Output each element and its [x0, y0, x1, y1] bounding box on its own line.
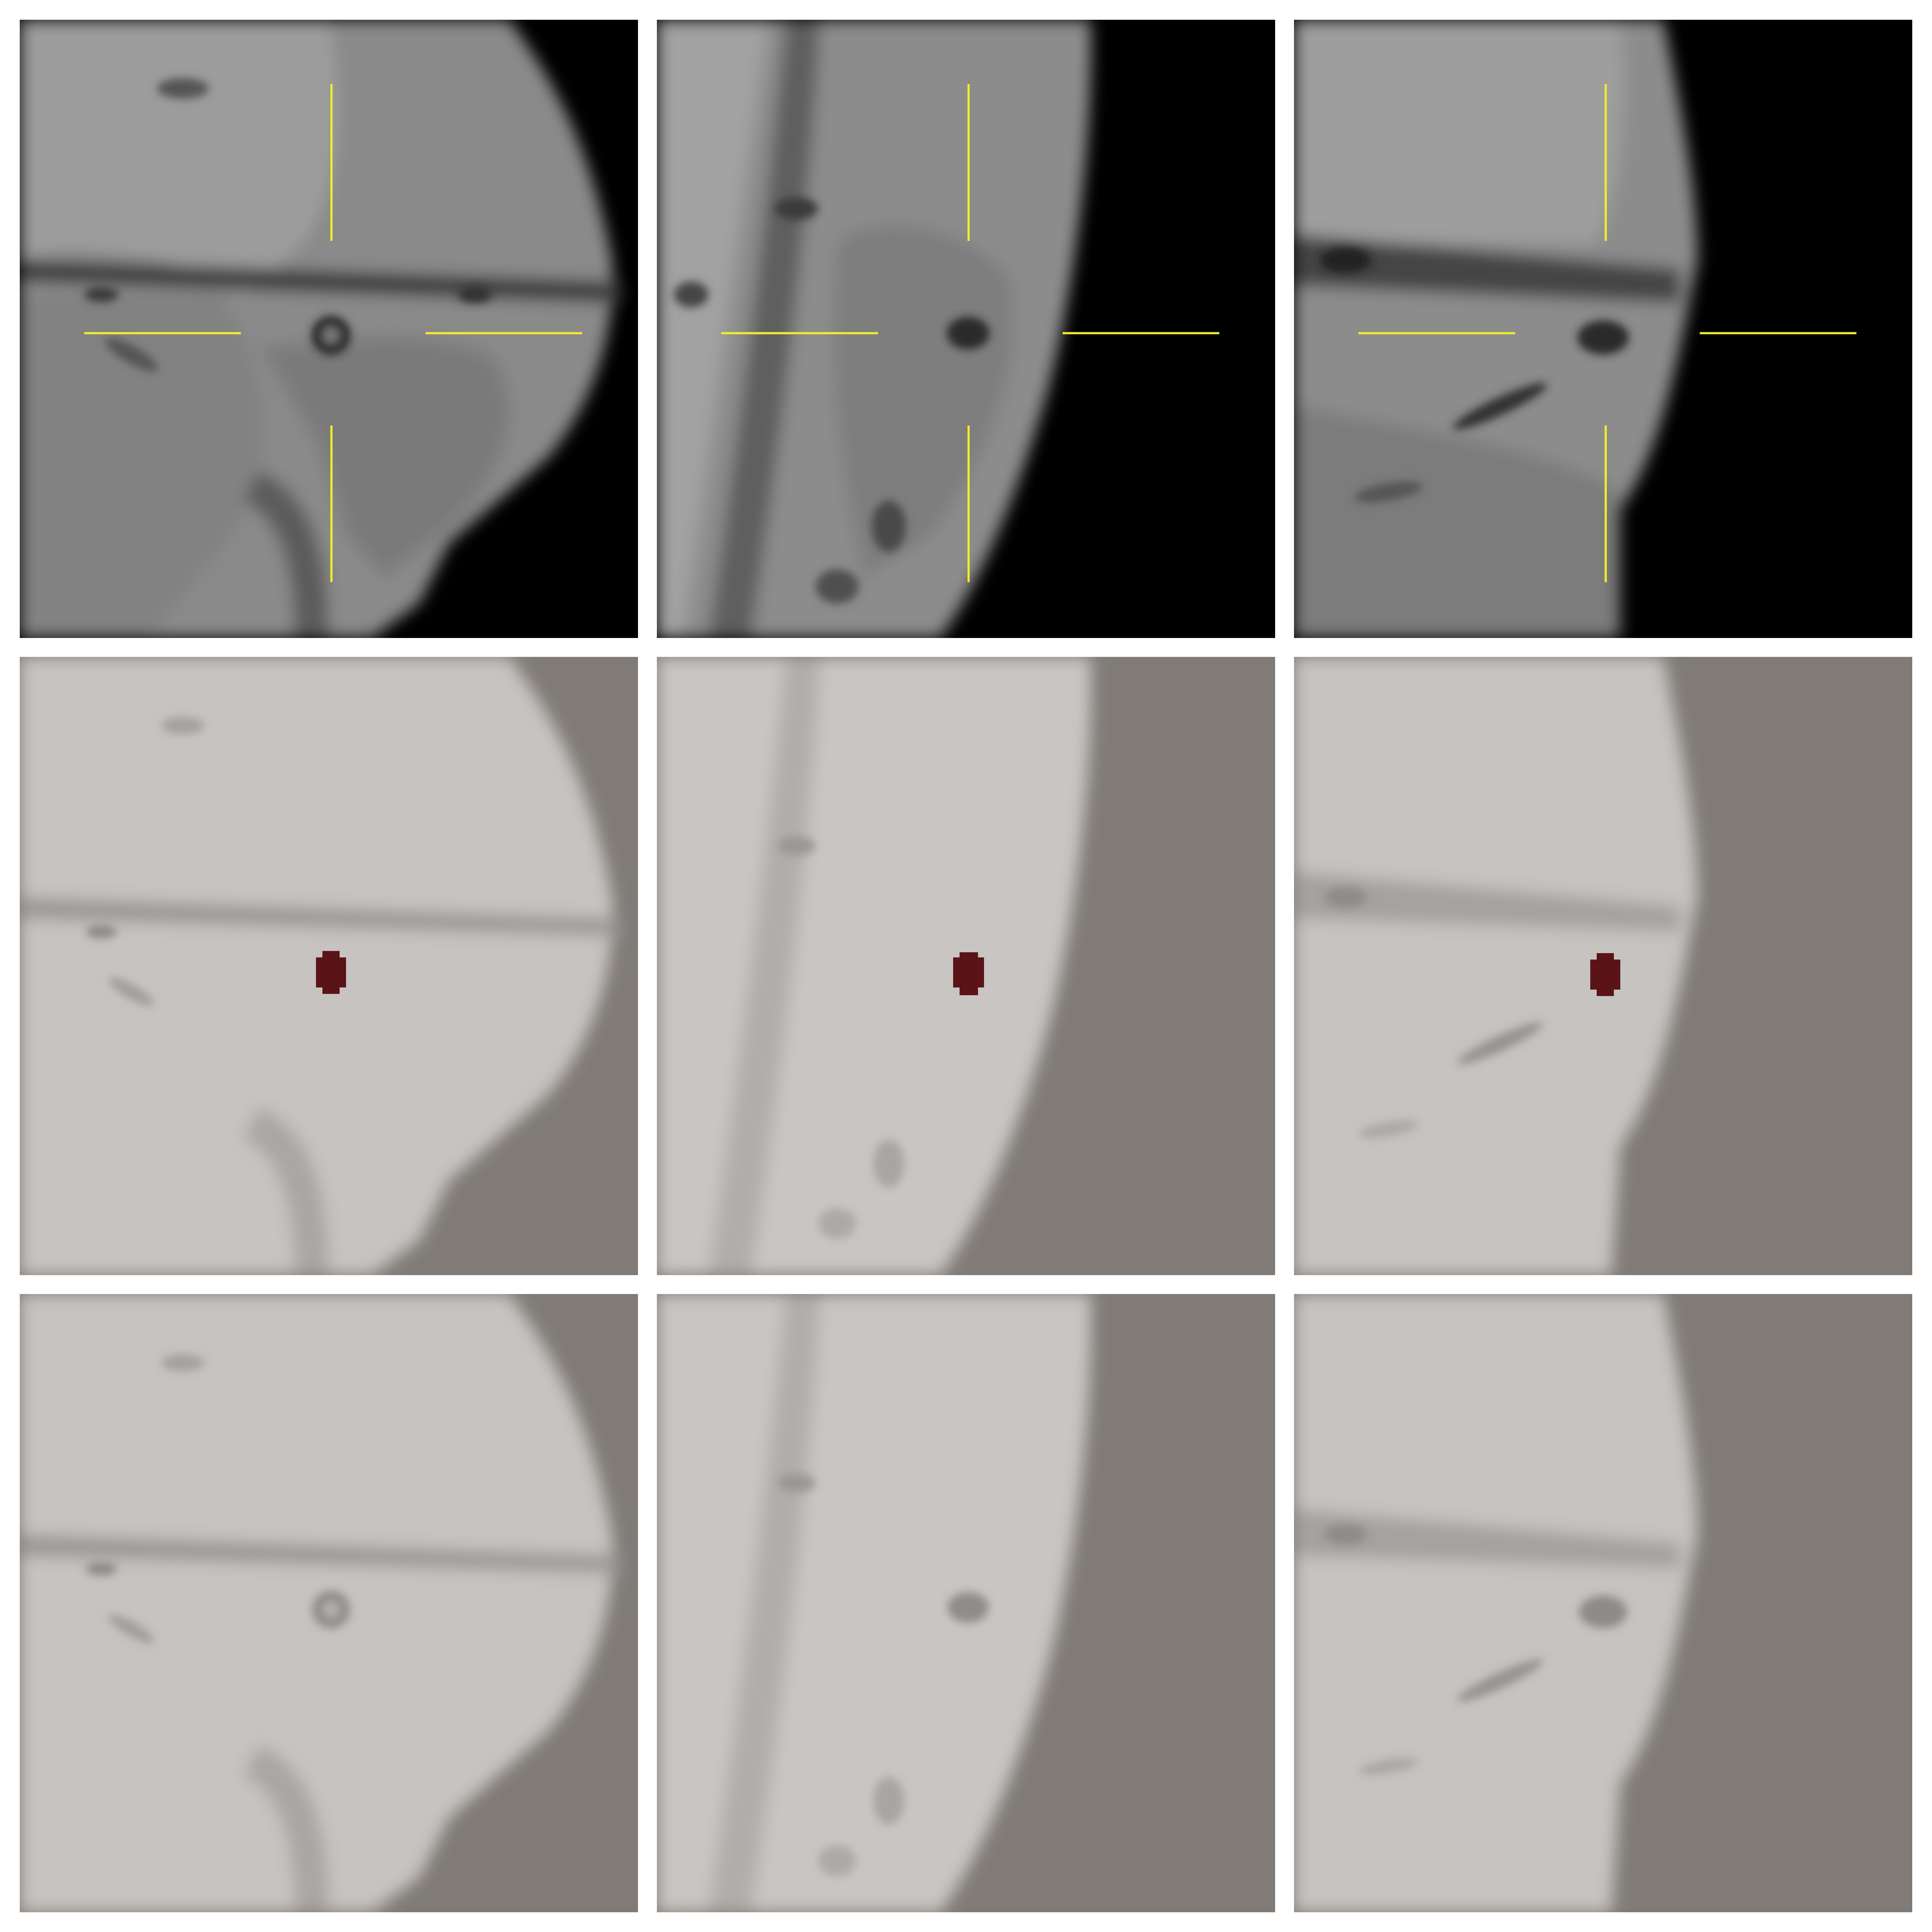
raw-axial-image	[20, 20, 638, 638]
lesion-mask	[316, 951, 346, 994]
overlay-axial-panel	[20, 657, 638, 1275]
overlay-coronal-image	[657, 657, 1275, 1275]
overlay-sagittal-panel	[1294, 657, 1912, 1275]
raw-sagittal-panel	[1294, 20, 1912, 638]
lesion-mask	[953, 952, 984, 995]
raw-axial-panel	[20, 20, 638, 638]
overlay-coronal-panel	[657, 657, 1275, 1275]
reference-coronal-image	[657, 1294, 1275, 1912]
crosshair	[721, 84, 1219, 582]
crosshair	[84, 84, 582, 582]
reference-sagittal-image	[1294, 1294, 1912, 1912]
reference-axial-image	[20, 1294, 638, 1912]
overlay-sagittal-image	[1294, 657, 1912, 1275]
reference-coronal-panel	[657, 1294, 1275, 1912]
lesion-mask	[1590, 953, 1620, 996]
raw-coronal-image	[657, 20, 1275, 638]
reference-axial-panel	[20, 1294, 638, 1912]
overlay-axial-image	[20, 657, 638, 1275]
raw-coronal-panel	[657, 20, 1275, 638]
crosshair	[1358, 84, 1856, 582]
raw-sagittal-image	[1294, 20, 1912, 638]
reference-sagittal-panel	[1294, 1294, 1912, 1912]
